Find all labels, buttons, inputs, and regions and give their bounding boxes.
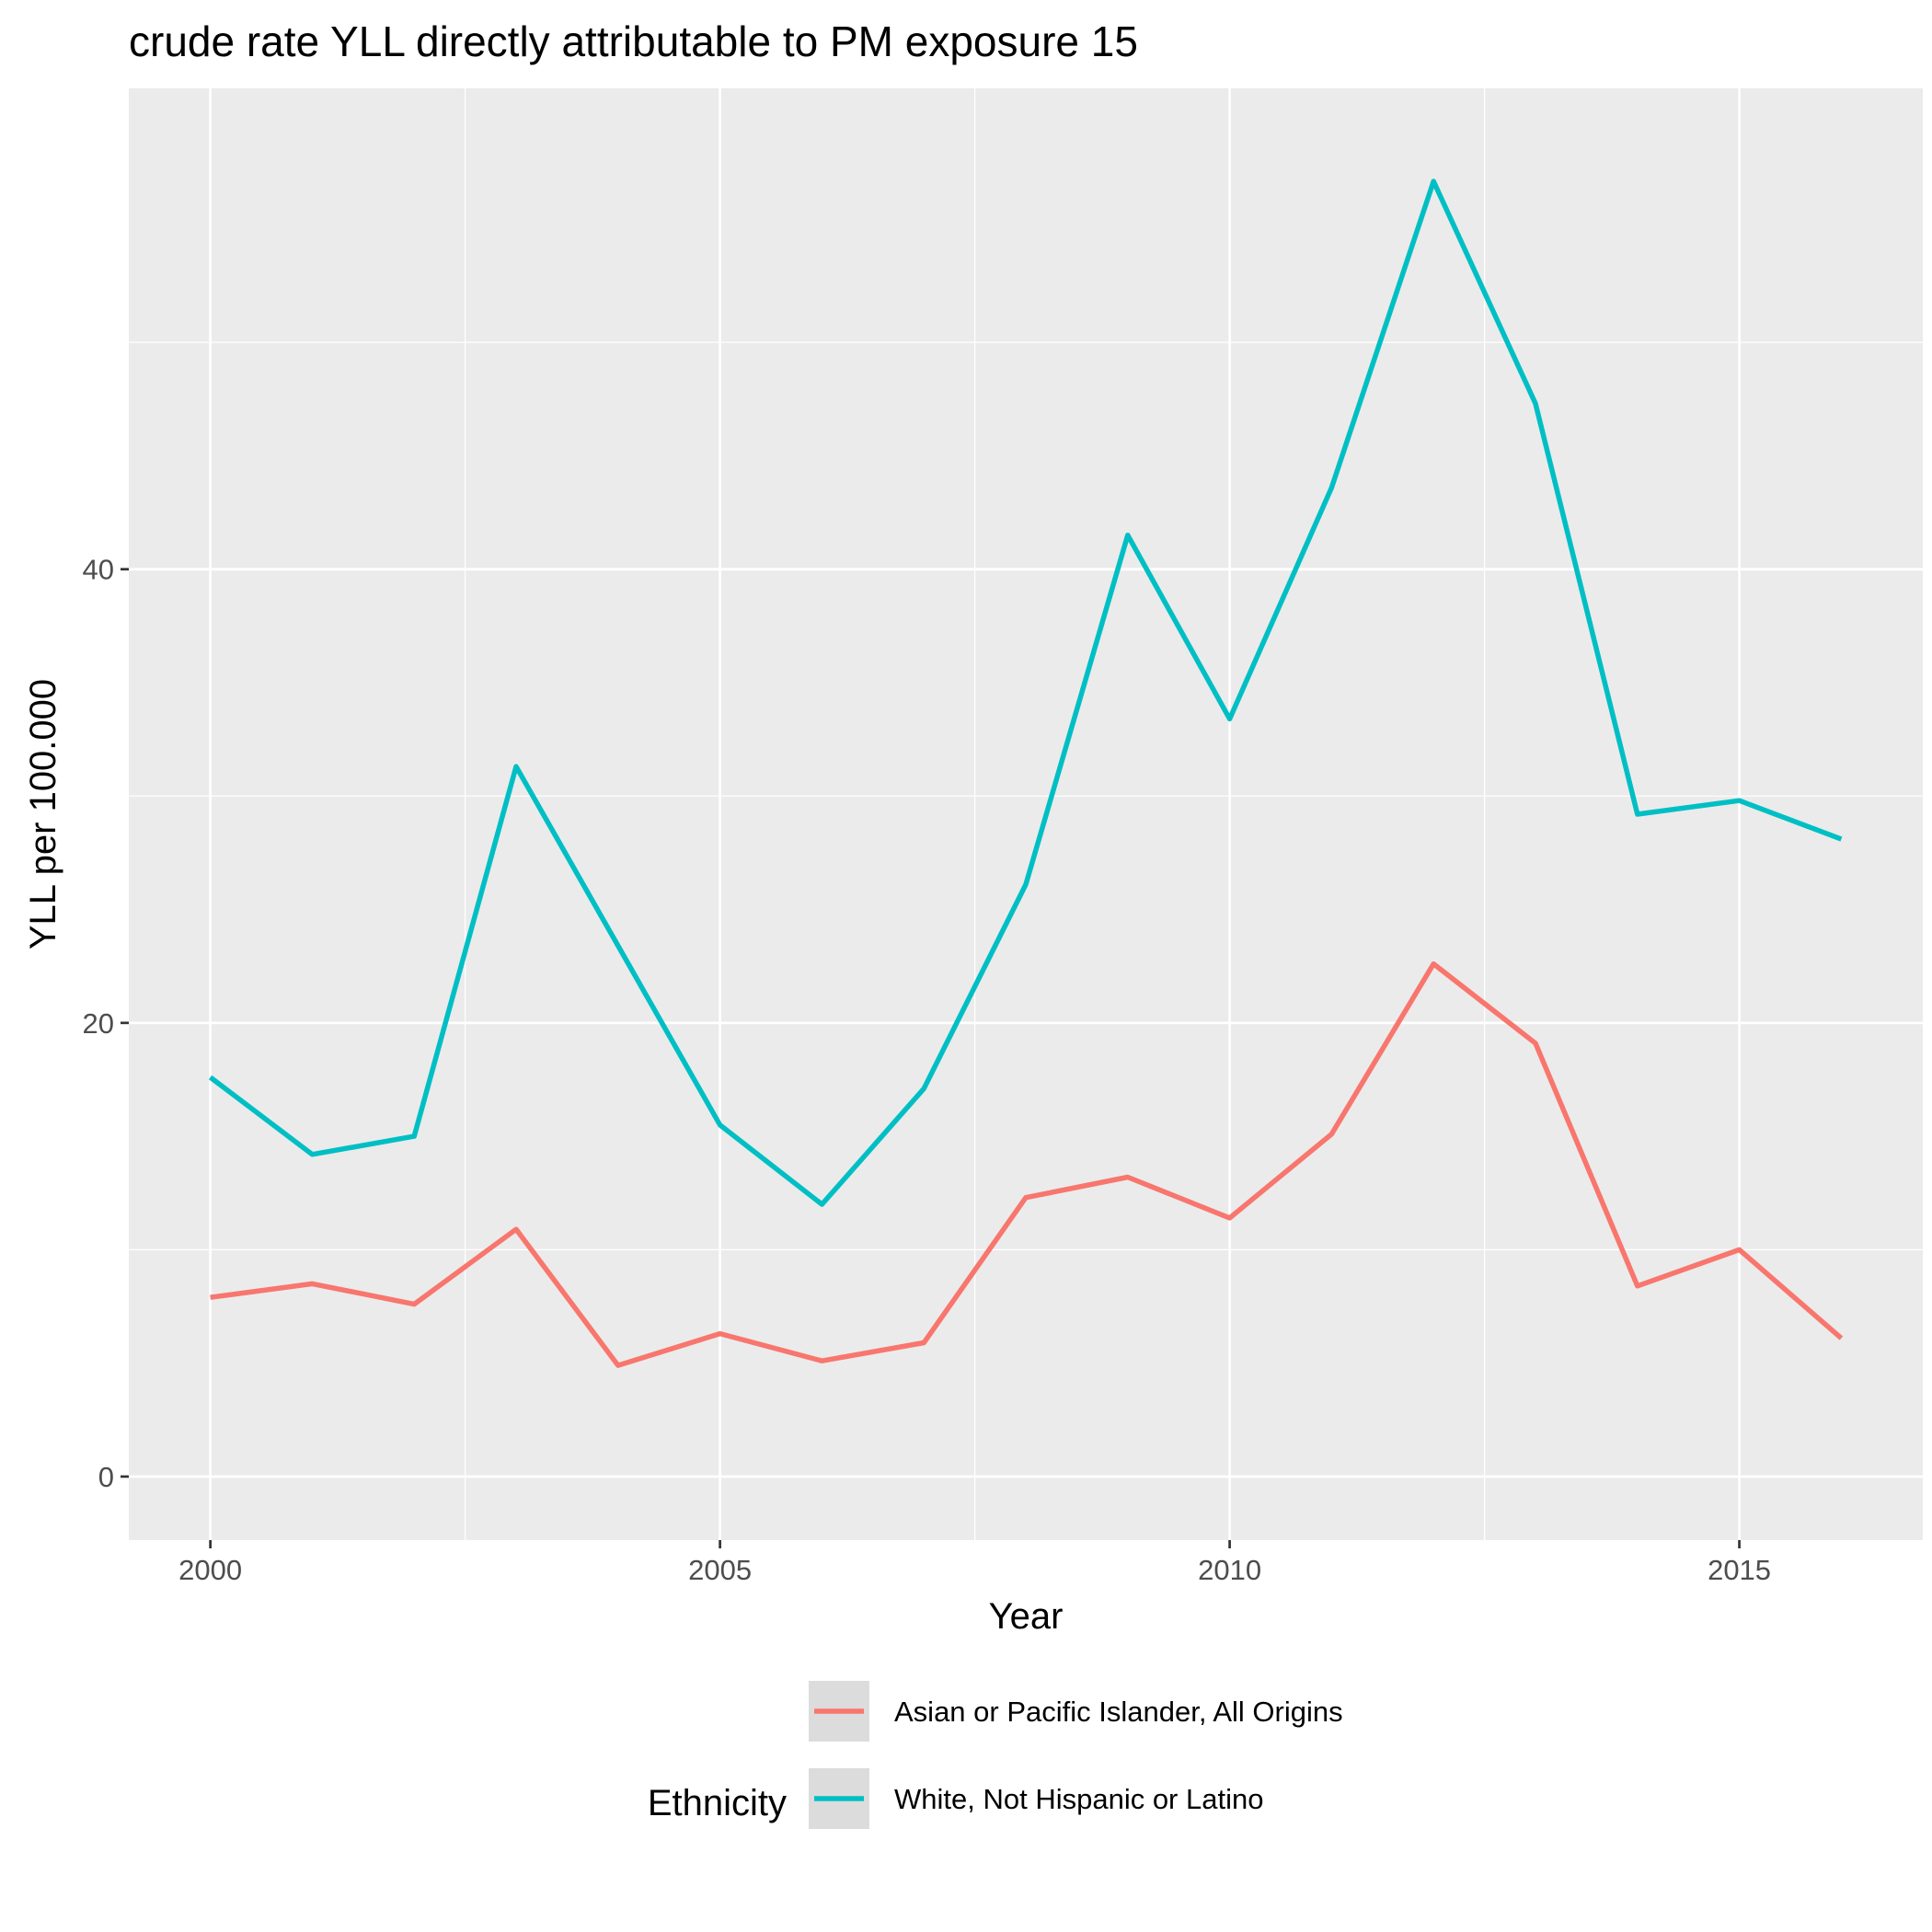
y-tick-label: 20 [83,1007,114,1040]
series-line-asian-pacific-islander [210,960,1844,1368]
legend-title: Ethnicity [648,1783,787,1823]
x-tick-label: 2000 [178,1554,242,1586]
y-tick-label: 0 [98,1461,114,1493]
plot-panel [129,88,1923,1540]
legend-label: Asian or Pacific Islander, All Origins [894,1696,1343,1728]
x-tick-label: 2010 [1198,1554,1261,1586]
x-tick-label: 2015 [1708,1554,1771,1586]
y-tick-label: 40 [83,554,114,586]
x-tick-label: 2005 [688,1554,752,1586]
legend: Ethnicity Asian or Pacific Islander, All… [648,1679,1343,1831]
legend-label: White, Not Hispanic or Latino [894,1783,1263,1815]
series-lines [208,178,1844,1368]
x-axis-title: Year [989,1596,1064,1637]
chart-title: crude rate YLL directly attributable to … [129,17,1138,65]
minor-grid [129,88,1923,1540]
major-grid [129,88,1923,1540]
y-axis-title: YLL per 100.000 [23,679,63,949]
series-line-white-not-hispanic [208,178,1843,1207]
y-axis: 0 20 40 [83,554,129,1493]
x-axis: 2000 2005 2010 2015 [178,1540,1771,1586]
